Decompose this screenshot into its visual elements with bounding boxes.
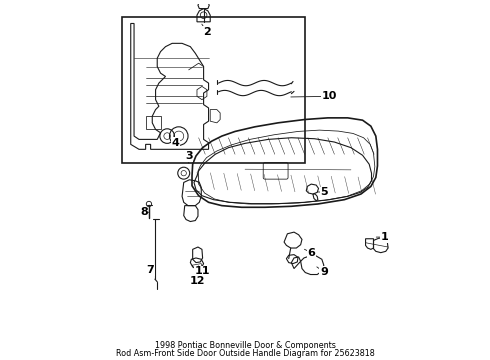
Bar xyxy=(122,17,305,163)
Text: 3: 3 xyxy=(185,151,193,161)
Bar xyxy=(122,17,305,163)
Text: Rod Asm-Front Side Door Outside Handle Diagram for 25623818: Rod Asm-Front Side Door Outside Handle D… xyxy=(116,349,374,358)
Text: 8: 8 xyxy=(140,207,148,217)
Text: 10: 10 xyxy=(322,91,337,101)
Text: 6: 6 xyxy=(307,248,315,258)
Text: 9: 9 xyxy=(320,267,328,277)
Text: 1: 1 xyxy=(380,232,388,242)
Text: 1998 Pontiac Bonneville Door & Components: 1998 Pontiac Bonneville Door & Component… xyxy=(154,341,336,350)
Text: 7: 7 xyxy=(147,265,154,275)
Text: 12: 12 xyxy=(190,276,205,286)
Text: 4: 4 xyxy=(172,138,179,148)
Text: 2: 2 xyxy=(203,27,211,37)
Text: 11: 11 xyxy=(194,266,210,276)
Text: 5: 5 xyxy=(320,188,328,197)
